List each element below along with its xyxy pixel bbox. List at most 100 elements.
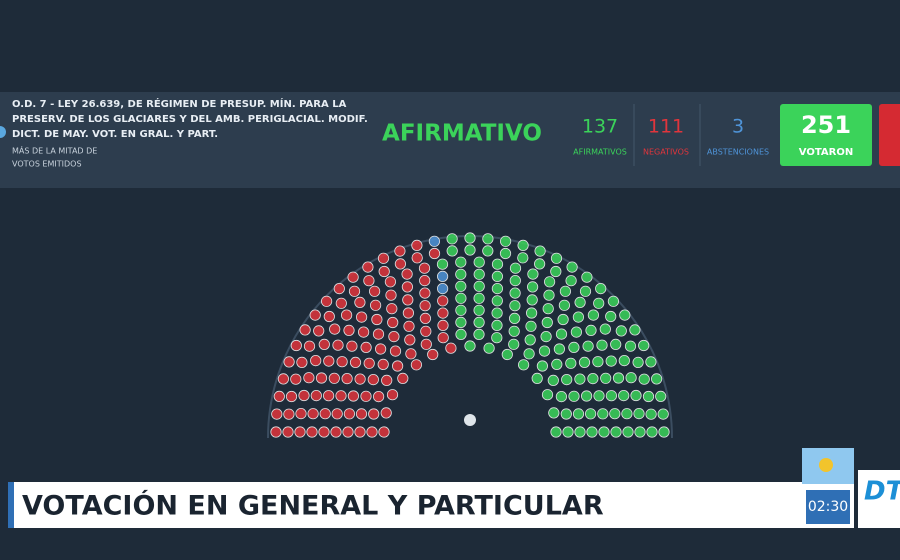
seat [320,295,333,307]
seat [363,357,375,369]
seat [534,245,546,257]
seat [482,245,494,257]
seat [618,354,630,367]
seat [394,245,406,257]
seat [310,389,322,402]
seat [508,325,520,337]
seat [455,328,467,340]
seat [596,339,608,351]
seat [306,426,318,438]
seat [355,311,368,323]
seat [508,312,521,324]
seat [582,340,594,352]
seat [357,326,370,338]
seat [455,268,467,280]
count-label: NEGATIVOS [643,148,689,157]
seat [341,372,353,385]
seat [394,258,406,270]
seat [330,426,342,438]
seat [542,303,554,315]
seat [574,296,586,308]
seat [391,360,404,372]
seat [285,390,298,403]
seat [541,316,553,329]
seat [349,356,362,368]
seat [558,299,571,311]
seat [491,307,503,319]
seat [491,332,503,344]
seat [605,390,618,402]
seat [597,408,609,420]
seat [323,310,335,323]
seat [592,356,604,368]
seat [550,252,563,264]
seat [565,357,577,369]
banner [12,482,802,528]
seat [446,245,458,257]
seat [402,294,414,306]
seat [387,316,399,329]
total-box [780,104,872,166]
seat [568,390,580,402]
logo: DT [864,477,900,507]
seat [541,389,554,401]
seat [377,358,389,370]
seat [605,355,617,367]
seat [366,426,378,438]
seat [483,342,495,354]
seat [624,340,637,352]
seat [368,285,381,297]
seat [501,348,513,361]
seat [464,232,476,244]
seat [517,252,529,264]
seat [335,297,347,309]
seat [446,233,458,245]
seat [619,309,631,321]
seat [368,408,380,420]
seat [354,296,366,308]
seat [437,319,449,331]
total-value: 251 [801,111,851,139]
seat [389,345,402,357]
seat [632,356,644,368]
seat [574,373,586,385]
seat [270,426,282,438]
seat [381,374,393,386]
seat [355,408,368,420]
seat [557,313,569,326]
seat [600,372,612,384]
seat [508,338,520,350]
seat [572,311,585,323]
seat [419,300,431,312]
seat [401,281,413,293]
seat [436,282,449,295]
seat [579,285,592,297]
seat [464,244,476,256]
seat [418,262,431,274]
seat [595,282,607,295]
seat [517,359,530,371]
seat [610,426,622,438]
seat [420,338,432,350]
seat [560,408,572,420]
seat [621,408,633,420]
result: AFIRMATIVO [382,121,542,147]
seat [526,294,538,306]
seat [397,372,409,384]
hemicycle-outline [267,235,673,439]
seat [551,358,563,370]
seat [437,332,449,344]
seat [402,307,414,319]
seat [329,323,341,335]
seat [386,389,399,401]
law-title: O.D. 7 - LEY 26.639, DE RÉGIMEN DE PRESU… [12,97,347,110]
seat [550,265,562,278]
seat [633,407,645,420]
count-value: 137 [582,116,618,138]
seat [380,407,392,419]
seat [455,304,467,316]
seat [360,390,372,402]
seat [295,407,307,420]
law-title: DICT. DE MAY. VOT. EN GRAL. Y PART. [12,129,218,140]
seat [309,309,321,321]
